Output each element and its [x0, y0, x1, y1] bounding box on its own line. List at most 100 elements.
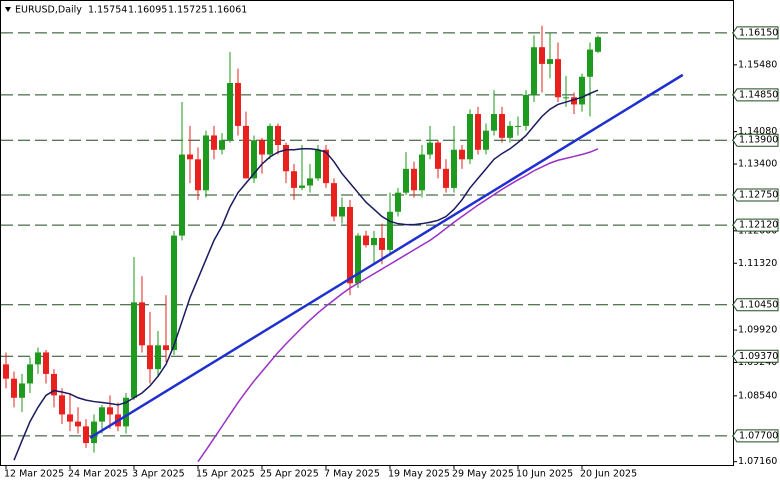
candle-body [555, 59, 561, 98]
candle-body [539, 47, 545, 64]
quote-close: 1.16061 [208, 5, 247, 16]
candle-body [219, 140, 225, 150]
candle-body [3, 364, 9, 379]
candle-body [131, 302, 137, 398]
level-tag [732, 298, 779, 312]
candle-body [355, 235, 361, 284]
candle-body [371, 237, 377, 246]
candle-body [171, 235, 177, 351]
quote-high: 1.16095 [128, 5, 167, 16]
plot-frame [0, 0, 734, 466]
candle-body [227, 82, 233, 141]
candle-body [195, 159, 201, 191]
x-tick-label: 29 May 2025 [452, 469, 514, 480]
level-tag [732, 218, 779, 232]
quote-low: 1.15725 [168, 5, 207, 16]
candle-body [427, 142, 433, 155]
candle-body [51, 373, 57, 396]
candle-body [123, 397, 129, 427]
level-label: 1.12750 [739, 190, 778, 201]
y-tick-label: 1.08540 [738, 390, 777, 401]
chart-title: EURUSD,Daily [15, 5, 82, 16]
candle-body [483, 130, 489, 150]
candle-body [291, 171, 297, 188]
candle-body [67, 414, 73, 422]
level-label: 1.14850 [739, 89, 778, 100]
candle-body [59, 395, 65, 415]
level-label: 1.09370 [739, 351, 778, 362]
level-label: 1.16150 [739, 27, 778, 38]
candle-body [27, 364, 33, 384]
candle-body [147, 345, 153, 370]
candle-body [11, 378, 17, 398]
x-tick-label: 7 May 2025 [324, 469, 380, 480]
level-tag [732, 188, 779, 202]
candle-body [411, 168, 417, 191]
candle-body [395, 192, 401, 212]
candle-body [579, 76, 585, 105]
candle-body [267, 125, 273, 155]
candle-body [99, 407, 105, 422]
candle-body [235, 82, 241, 126]
candle-body [459, 149, 465, 160]
level-label: 1.13900 [739, 135, 778, 146]
candle-body [243, 125, 249, 179]
candle-body [363, 235, 369, 246]
candle-body [339, 206, 345, 217]
level-label: 1.12120 [739, 220, 778, 231]
candle-body [515, 125, 521, 127]
y-tick-label: 1.14080 [738, 126, 777, 137]
level-tag [732, 26, 779, 40]
candle-body [275, 125, 281, 145]
y-tick-label: 1.13400 [738, 159, 777, 170]
candle-body [435, 142, 441, 169]
candle-body [419, 154, 425, 191]
candle-body [587, 49, 593, 77]
candle-body [307, 178, 313, 186]
candle-body [163, 345, 169, 351]
candle-body [451, 149, 457, 188]
y-tick-label: 1.09920 [738, 325, 777, 336]
moving-average [197, 148, 599, 463]
candle-body [531, 47, 537, 95]
y-tick-label: 1.15480 [738, 59, 777, 70]
candle-body [35, 352, 41, 365]
moving-average [13, 89, 599, 461]
candle-body [315, 149, 321, 179]
candle-body [107, 407, 113, 415]
candle-body [547, 59, 553, 64]
level-tag [732, 88, 779, 102]
level-tag [732, 349, 779, 363]
candle-body [211, 135, 217, 150]
trendline [89, 73, 684, 439]
candle-body [443, 168, 449, 188]
x-tick-label: 25 Apr 2025 [260, 469, 319, 480]
x-tick-label: 12 Mar 2025 [4, 469, 64, 480]
x-tick-label: 19 May 2025 [388, 469, 450, 480]
x-tick-label: 15 Apr 2025 [196, 469, 255, 480]
candle-body [595, 37, 601, 52]
candle-body [179, 154, 185, 236]
x-tick-label: 10 Jun 2025 [516, 469, 573, 480]
x-tick-label: 24 Mar 2025 [68, 469, 128, 480]
candle-body [347, 206, 353, 284]
candle-body [91, 421, 97, 444]
y-tick-label: 1.11320 [738, 258, 777, 269]
candle-body [467, 113, 473, 160]
candle-body [187, 154, 193, 160]
level-label: 1.10450 [739, 299, 778, 310]
x-tick-label: 3 Apr 2025 [132, 469, 185, 480]
candle-body [387, 211, 393, 250]
candle-body [331, 183, 337, 217]
candle-body [43, 352, 49, 374]
candle-body [563, 97, 569, 99]
candle-body [403, 168, 409, 193]
level-tag [732, 429, 779, 443]
candle-body [83, 426, 89, 444]
candle-body [323, 149, 329, 184]
level-tag [732, 133, 779, 147]
candle-body [379, 237, 385, 250]
quote-open: 1.15754 [88, 5, 127, 16]
candle-body [499, 113, 505, 138]
